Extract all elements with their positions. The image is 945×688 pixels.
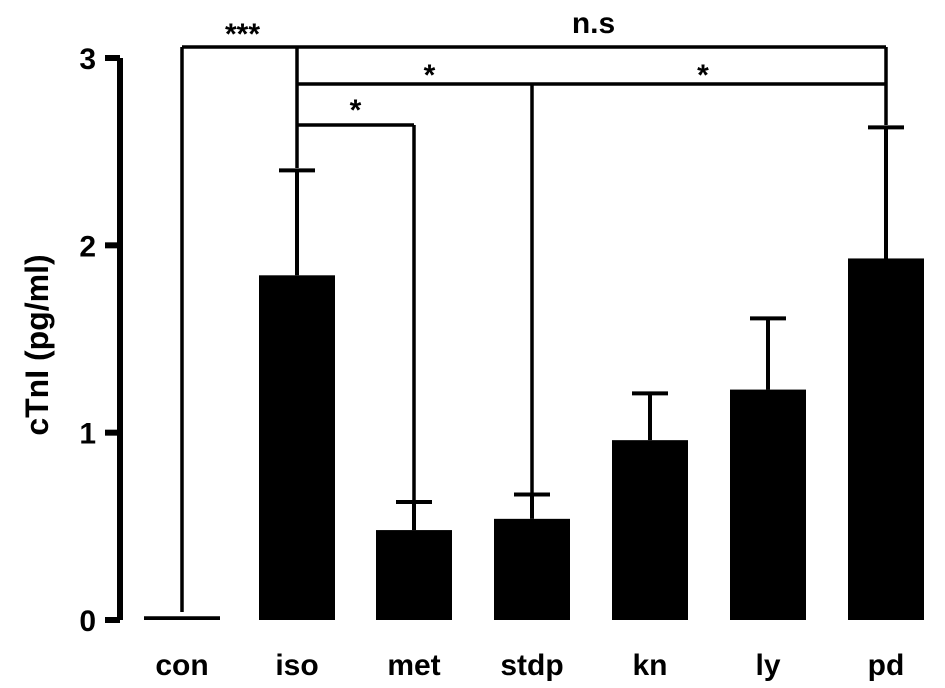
x-tick-label-con: con — [155, 649, 208, 682]
sig-label-iso-met: * — [350, 94, 362, 127]
bar-met — [376, 530, 452, 620]
y-tick-label: 1 — [79, 418, 96, 451]
bar-ly — [730, 389, 806, 620]
y-ticks: 0 1 2 3 — [79, 43, 120, 638]
sig-label-con-iso: *** — [225, 18, 260, 51]
y-axis-title: cTnI (pg/ml) — [19, 254, 55, 435]
y-tick-label: 2 — [79, 230, 96, 263]
bar-stdp — [494, 518, 570, 620]
sig-label-stdp-pd: * — [697, 59, 709, 92]
bar-pd — [848, 258, 924, 620]
sig-label-iso-pd: n.s — [572, 7, 615, 40]
x-tick-labels: con iso met stdp kn ly pd — [155, 649, 904, 682]
bar-con — [144, 616, 220, 620]
bar-kn — [612, 440, 688, 620]
sig-label-iso-stdp: * — [424, 59, 436, 92]
y-tick-label: 0 — [79, 605, 96, 638]
significance-brackets: *** n.s* ** — [180, 7, 888, 612]
x-tick-label-met: met — [387, 649, 440, 682]
y-tick-label: 3 — [79, 43, 96, 76]
bar-iso — [259, 275, 335, 620]
x-tick-label-iso: iso — [275, 649, 318, 682]
x-tick-label-kn: kn — [632, 649, 667, 682]
x-tick-label-ly: ly — [755, 649, 780, 682]
bars — [144, 258, 924, 620]
x-tick-label-stdp: stdp — [500, 649, 563, 682]
x-tick-label-pd: pd — [868, 649, 905, 682]
error-bars — [279, 125, 904, 531]
